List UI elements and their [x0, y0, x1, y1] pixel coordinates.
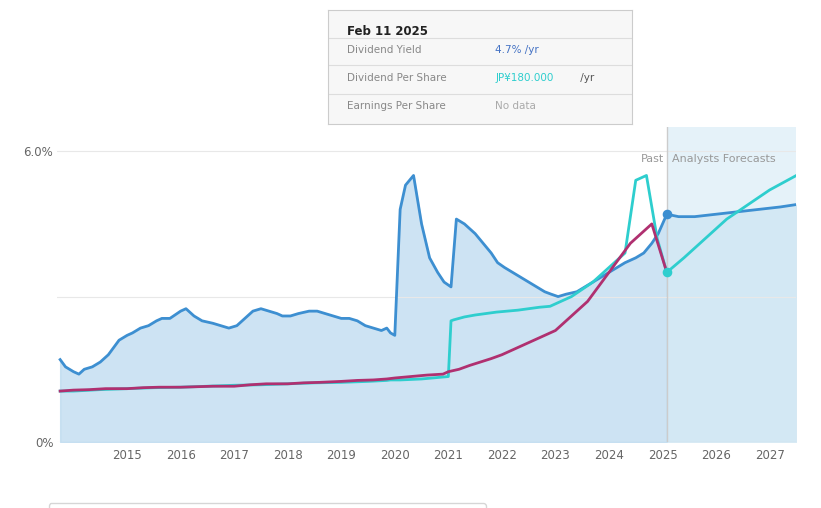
Text: Past: Past: [641, 154, 664, 164]
Point: [660, 210, 673, 218]
Text: JP¥180.000: JP¥180.000: [496, 73, 554, 83]
Text: Feb 11 2025: Feb 11 2025: [346, 25, 428, 38]
Bar: [667, 127, 796, 442]
Text: No data: No data: [496, 101, 536, 111]
Text: Dividend Per Share: Dividend Per Share: [346, 73, 447, 83]
Text: /yr: /yr: [577, 73, 594, 83]
Text: 4.7% /yr: 4.7% /yr: [496, 45, 539, 55]
Text: Analysts Forecasts: Analysts Forecasts: [672, 154, 776, 164]
Legend: Dividend Yield, Dividend Per Share, Earnings Per Share: Dividend Yield, Dividend Per Share, Earn…: [48, 503, 486, 508]
Text: Dividend Yield: Dividend Yield: [346, 45, 421, 55]
Point: [660, 268, 673, 276]
Text: Earnings Per Share: Earnings Per Share: [346, 101, 445, 111]
